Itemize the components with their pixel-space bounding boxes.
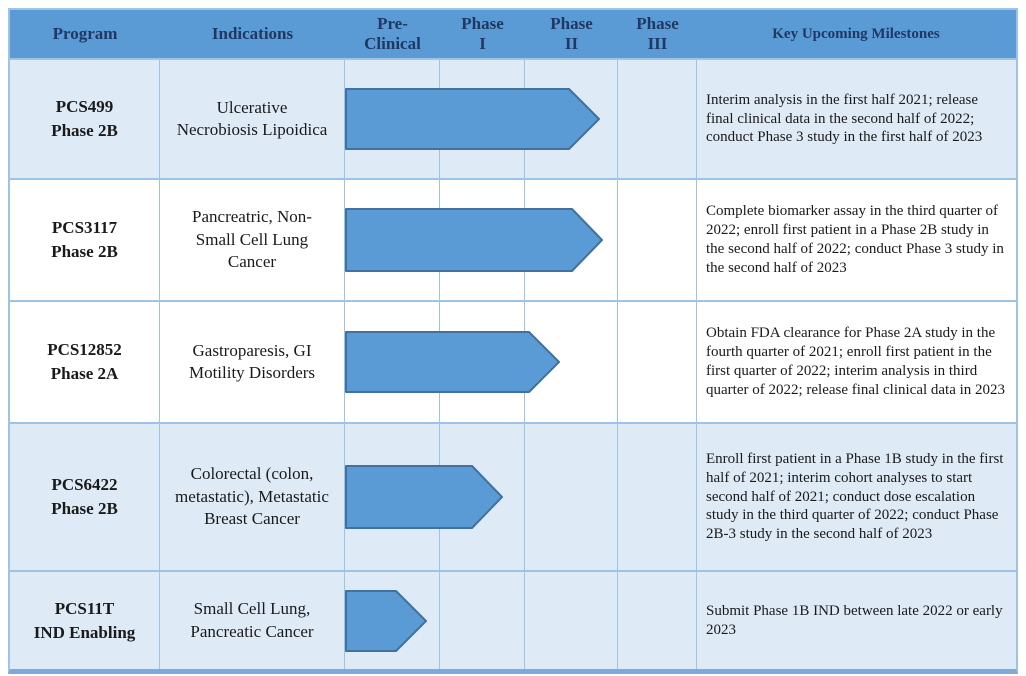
indications-cell: Pancreatric, Non-Small Cell Lung Cancer	[160, 180, 345, 300]
phase-cell-phase3	[618, 302, 697, 422]
milestones-cell: Obtain FDA clearance for Phase 2A study …	[706, 325, 1006, 398]
phase-track	[345, 424, 697, 570]
phase-cell-phase3	[618, 180, 697, 300]
phase-cell-phase2	[525, 572, 618, 669]
progress-arrow	[345, 88, 600, 150]
progress-arrow	[345, 465, 503, 529]
phase-cell-phase2	[525, 180, 618, 300]
program-label: PCS12852 Phase 2A	[47, 340, 122, 383]
program-cell: PCS3117 Phase 2B	[10, 180, 160, 300]
phase-track	[345, 180, 697, 300]
col-header-milestones: Key Upcoming Milestones	[772, 25, 940, 42]
indications-cell: Colorectal (colon, metastatic), Metastat…	[160, 424, 345, 570]
program-label: PCS6422 Phase 2B	[51, 475, 118, 518]
program-cell: PCS12852 Phase 2A	[10, 302, 160, 422]
program-label: PCS3117 Phase 2B	[51, 218, 118, 261]
table-row: PCS11T IND Enabling Small Cell Lung, Pan…	[10, 572, 1016, 669]
header-row: Program Indications Pre- Clinical Phase …	[10, 10, 1016, 60]
table-row: PCS6422 Phase 2B Colorectal (colon, meta…	[10, 424, 1016, 572]
col-header-phase2: Phase II	[550, 13, 593, 53]
milestones-cell: Submit Phase 1B IND between late 2022 or…	[706, 602, 1003, 638]
phase-track	[345, 572, 697, 669]
phase-cell-preclinical	[345, 572, 440, 669]
table-row: PCS3117 Phase 2B Pancreatric, Non-Small …	[10, 180, 1016, 302]
phase-track	[345, 60, 697, 178]
program-cell: PCS11T IND Enabling	[10, 572, 160, 669]
phase-cell-phase3	[618, 60, 697, 178]
col-header-phase3: Phase III	[636, 13, 679, 53]
phase-cell-phase3	[618, 572, 697, 669]
phase-cell-phase1	[440, 572, 525, 669]
program-cell: PCS6422 Phase 2B	[10, 424, 160, 570]
progress-arrow	[345, 589, 427, 652]
indications-cell: Gastroparesis, GI Motility Disorders	[160, 302, 345, 422]
col-header-program: Program	[52, 23, 118, 43]
milestones-cell: Enroll first patient in a Phase 1B study…	[706, 450, 1004, 543]
pipeline-table: Program Indications Pre- Clinical Phase …	[8, 8, 1018, 674]
program-label: PCS499 Phase 2B	[51, 97, 118, 140]
progress-arrow	[345, 331, 560, 393]
table-row: PCS499 Phase 2B Ulcerative Necrobiosis L…	[10, 60, 1016, 180]
phase-track	[345, 302, 697, 422]
milestones-cell: Complete biomarker assay in the third qu…	[706, 203, 1004, 276]
program-cell: PCS499 Phase 2B	[10, 60, 160, 178]
phase-cell-phase1	[440, 424, 525, 570]
phase-cell-phase2	[525, 60, 618, 178]
col-header-indications: Indications	[211, 23, 294, 43]
indications-cell: Small Cell Lung, Pancreatic Cancer	[160, 572, 345, 669]
table-row: PCS12852 Phase 2A Gastroparesis, GI Moti…	[10, 302, 1016, 424]
phase-cell-phase2	[525, 302, 618, 422]
col-header-preclinical: Pre- Clinical	[364, 13, 421, 53]
milestones-cell: Interim analysis in the first half 2021;…	[706, 91, 983, 146]
program-label: PCS11T IND Enabling	[33, 598, 136, 642]
progress-arrow	[345, 208, 603, 272]
phase-cell-phase3	[618, 424, 697, 570]
phase-cell-phase2	[525, 424, 618, 570]
indications-cell: Ulcerative Necrobiosis Lipoidica	[160, 60, 345, 178]
col-header-phase1: Phase I	[461, 13, 504, 53]
